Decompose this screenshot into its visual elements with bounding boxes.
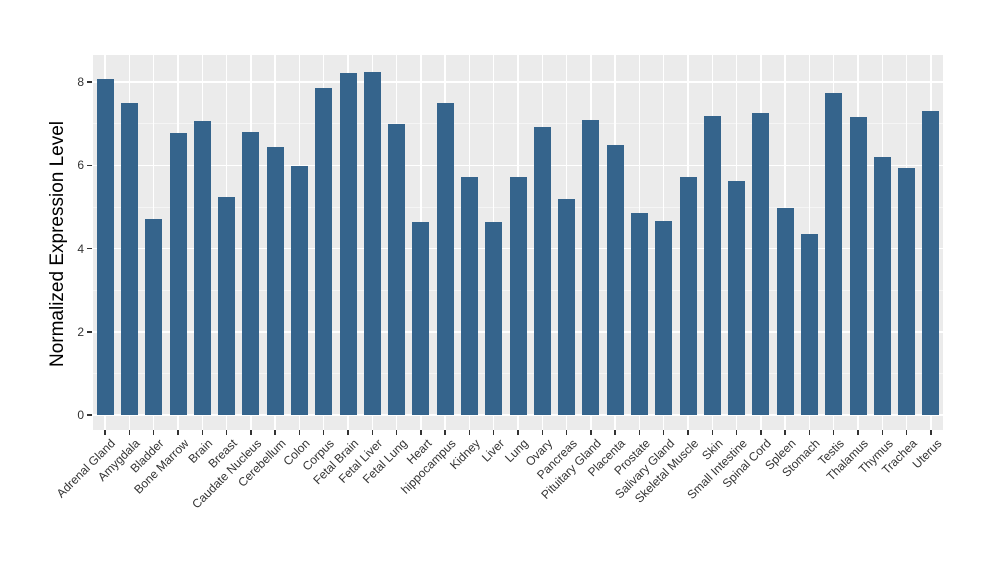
x-tick-mark bbox=[492, 430, 495, 435]
x-tick-mark bbox=[395, 430, 398, 435]
y-tick-label: 6 bbox=[77, 158, 84, 173]
bar bbox=[533, 126, 551, 415]
bar bbox=[752, 112, 770, 415]
bar bbox=[655, 220, 673, 415]
bar bbox=[412, 222, 430, 415]
bar bbox=[145, 218, 163, 415]
bar bbox=[460, 177, 478, 415]
x-tick-mark bbox=[104, 430, 106, 435]
plot-panel bbox=[93, 55, 943, 430]
y-tick-mark bbox=[87, 414, 92, 416]
y-tick-label: 4 bbox=[77, 241, 84, 256]
x-tick-mark bbox=[565, 430, 568, 435]
bar bbox=[898, 168, 916, 415]
bar bbox=[339, 73, 357, 415]
x-tick-mark bbox=[444, 430, 446, 435]
bar bbox=[315, 88, 333, 415]
bar bbox=[679, 177, 697, 415]
x-tick-mark bbox=[347, 430, 349, 435]
bar bbox=[363, 72, 381, 415]
x-tick-mark bbox=[614, 430, 616, 435]
x-tick-mark bbox=[857, 430, 859, 435]
x-tick-mark bbox=[687, 430, 689, 435]
bar bbox=[266, 147, 284, 415]
x-tick-mark bbox=[152, 430, 155, 435]
x-tick-mark bbox=[468, 430, 471, 435]
x-tick-mark bbox=[420, 430, 422, 435]
x-tick-mark bbox=[250, 430, 252, 435]
bar bbox=[290, 166, 308, 415]
bar bbox=[242, 132, 260, 415]
x-tick-mark bbox=[735, 430, 738, 435]
bar bbox=[630, 212, 648, 415]
y-tick-label: 2 bbox=[77, 324, 84, 339]
bar bbox=[728, 181, 746, 415]
y-tick-mark bbox=[87, 331, 92, 333]
bar bbox=[558, 198, 576, 415]
y-tick-mark bbox=[87, 164, 92, 167]
x-tick-mark bbox=[371, 430, 374, 435]
x-tick-mark bbox=[201, 430, 204, 435]
bar bbox=[873, 157, 891, 415]
bar bbox=[193, 121, 211, 415]
bar bbox=[825, 93, 843, 415]
bar bbox=[169, 132, 187, 415]
bar bbox=[800, 233, 818, 415]
x-tick-mark bbox=[808, 430, 811, 435]
x-tick-mark bbox=[517, 430, 519, 435]
x-tick-mark bbox=[638, 430, 641, 435]
bar bbox=[436, 102, 454, 415]
x-tick-label: Liver bbox=[478, 436, 507, 465]
bar bbox=[582, 119, 600, 415]
x-tick-mark bbox=[541, 430, 544, 435]
y-tick-label: 0 bbox=[77, 408, 84, 422]
bar bbox=[96, 78, 114, 415]
bar bbox=[388, 124, 406, 415]
y-tick-mark bbox=[87, 81, 92, 83]
bar bbox=[849, 117, 867, 415]
bar bbox=[485, 222, 503, 415]
bar bbox=[703, 116, 721, 415]
bar bbox=[120, 102, 138, 415]
x-tick-mark bbox=[711, 430, 714, 435]
x-tick-mark bbox=[225, 430, 228, 435]
x-tick-mark bbox=[881, 430, 884, 435]
y-tick-mark bbox=[87, 247, 92, 250]
y-tick-label: 8 bbox=[77, 75, 84, 90]
x-tick-mark bbox=[298, 430, 301, 435]
x-tick-mark bbox=[784, 430, 786, 435]
x-tick-mark bbox=[760, 430, 762, 435]
bar bbox=[509, 177, 527, 415]
x-tick-mark bbox=[905, 430, 908, 435]
x-tick-mark bbox=[662, 430, 665, 435]
bar bbox=[218, 197, 236, 415]
x-tick-mark bbox=[274, 430, 276, 435]
x-tick-mark bbox=[322, 430, 325, 435]
bar bbox=[606, 144, 624, 415]
x-tick-mark bbox=[128, 430, 131, 435]
x-tick-mark bbox=[177, 430, 179, 435]
bar bbox=[776, 208, 794, 415]
x-tick-mark bbox=[832, 430, 835, 435]
x-tick-mark bbox=[930, 430, 932, 435]
bar bbox=[922, 111, 940, 415]
x-tick-mark bbox=[590, 430, 592, 435]
